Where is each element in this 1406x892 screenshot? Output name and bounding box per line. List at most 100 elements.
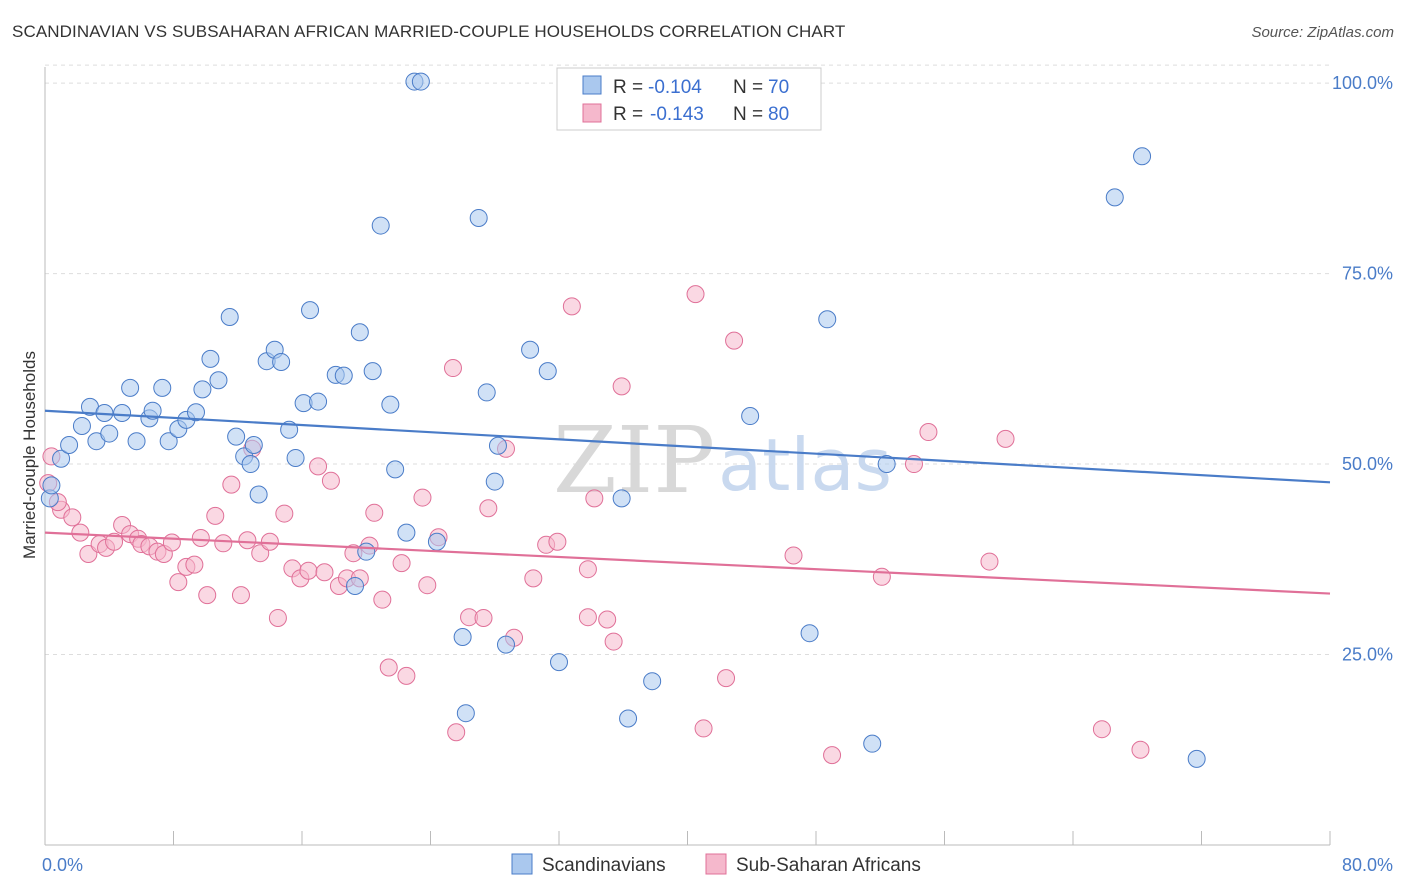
- scandinavians-point-62: [818, 310, 837, 329]
- sub-saharan-africans-point-19: [185, 555, 204, 574]
- scandinavians-point-40: [371, 216, 390, 235]
- legend-swatch-pink: [582, 103, 602, 123]
- scandinavians-point-21: [220, 308, 239, 326]
- sub-saharan-africans-point-74: [872, 567, 891, 586]
- sub-saharan-africans-point-58: [524, 569, 543, 588]
- legend-label-scandinavians: Scandinavians: [542, 855, 666, 876]
- scandinavians-point-30: [286, 448, 305, 467]
- sub-saharan-africans-point-72: [784, 546, 803, 565]
- scandinavians-point-49: [469, 208, 488, 227]
- scandinavians-point-8: [113, 404, 132, 422]
- sub-saharan-africans-point-16: [162, 533, 181, 552]
- scandinavians-point-69: [244, 436, 263, 454]
- sub-saharan-africans-point-3: [63, 508, 82, 527]
- scandinavians-point-32: [301, 301, 320, 320]
- x-tick-label-0: 0.0%: [42, 855, 83, 875]
- scandinavians-point-63: [863, 734, 882, 753]
- scandinavians-point-51: [485, 472, 504, 491]
- sub-saharan-africans-point-43: [365, 503, 384, 522]
- scandinavians-point-54: [521, 340, 540, 359]
- scandinavians-point-53: [496, 635, 515, 654]
- sub-saharan-africans-point-4: [71, 523, 90, 542]
- scandinavians-point-10: [127, 432, 146, 451]
- sub-saharan-africans-point-71: [725, 331, 744, 350]
- scandinavians-point-57: [612, 489, 631, 508]
- correlation-legend: R = -0.104 N = 70 R = -0.143 N = 80: [556, 67, 822, 131]
- sub-saharan-africans-point-79: [1092, 720, 1111, 739]
- x-tick-labels: 0.0% 80.0%: [42, 855, 1393, 875]
- scandinavians-point-13: [153, 378, 172, 397]
- scandinavians-point-67: [1187, 749, 1206, 768]
- sub-saharan-africans-point-44: [373, 590, 392, 609]
- scandinavians-point-9: [121, 378, 140, 397]
- legend-swatch-scandinavians: [511, 853, 533, 875]
- sub-saharan-africans-point-25: [231, 586, 250, 605]
- scandinavians-point-18: [193, 380, 212, 399]
- scandinavians-point-19: [201, 349, 220, 368]
- scandinavians-point-60: [741, 407, 760, 426]
- scandinavians-point-59: [643, 672, 662, 691]
- scandinavians-point-65: [1105, 188, 1124, 207]
- scandinavians-point-50: [477, 383, 496, 402]
- sub-saharan-africans-point-69: [694, 719, 713, 738]
- y-axis-label: Married-couple Households: [20, 351, 39, 559]
- chart-title: SCANDINAVIAN VS SUBSAHARAN AFRICAN MARRI…: [12, 22, 846, 41]
- scandinavians-point-42: [386, 460, 405, 479]
- scandinavians-point-48: [456, 704, 475, 723]
- sub-saharan-africans-point-34: [299, 561, 318, 580]
- scandinavians-point-35: [334, 366, 353, 385]
- sub-saharan-africans-point-80: [1131, 740, 1150, 759]
- scandinavians-point-58: [619, 709, 638, 728]
- trend-line-1: [44, 531, 1331, 595]
- legend-n-label-1: N =: [733, 77, 763, 98]
- sub-saharan-africans-point-68: [686, 285, 705, 304]
- sub-saharan-africans-point-23: [214, 534, 233, 553]
- scandinavians-point-28: [272, 352, 291, 371]
- sub-saharan-africans-point-8: [105, 532, 124, 551]
- scandinavians-point-64: [877, 455, 896, 474]
- sub-saharan-africans-point-20: [191, 528, 210, 547]
- legend-swatch-blue: [582, 75, 602, 95]
- x-tick-label-1: 80.0%: [1342, 855, 1393, 875]
- sub-saharan-africans-point-67: [612, 377, 631, 396]
- scandinavians-point-36: [346, 576, 365, 595]
- sub-saharan-africans-point-52: [447, 723, 466, 742]
- sub-saharan-africans-point-36: [315, 563, 334, 582]
- legend-n-value-2: 80: [768, 104, 789, 125]
- scandinavians-point-55: [538, 362, 557, 381]
- sub-saharan-africans-point-65: [598, 610, 617, 629]
- sub-saharan-africans-point-62: [578, 608, 597, 627]
- trend-line-0: [44, 409, 1331, 484]
- scandinavians-point-45: [411, 72, 430, 91]
- sub-saharan-africans-point-29: [260, 532, 279, 551]
- sub-saharan-africans-point-37: [321, 471, 340, 490]
- legend-swatch-sub-saharan-africans: [705, 853, 727, 875]
- scandinavians-point-46: [427, 532, 446, 551]
- scandinavians-point-52: [488, 436, 507, 455]
- source-label: Source: ZipAtlas.com: [1251, 24, 1394, 41]
- sub-saharan-africans-point-77: [980, 552, 999, 571]
- scandinavians-point-25: [249, 485, 268, 504]
- sub-saharan-africans-point-26: [238, 531, 257, 550]
- y-tick-labels: 25.0% 50.0% 75.0% 100.0%: [1332, 73, 1393, 664]
- legend-n-value-1: 70: [768, 77, 789, 98]
- sub-saharan-africans-point-48: [413, 488, 432, 507]
- scandinavians-point-68: [42, 476, 61, 495]
- legend-label-sub-saharan-africans: Sub-Saharan Africans: [736, 855, 921, 876]
- sub-saharan-africans-point-46: [392, 554, 411, 573]
- sub-saharan-africans-point-51: [443, 359, 462, 378]
- scandinavians-point-43: [397, 523, 416, 542]
- sub-saharan-africans-point-21: [198, 586, 217, 605]
- scandinavians-point-38: [357, 542, 376, 561]
- scandinavians-point-12: [143, 401, 162, 420]
- sub-saharan-africans-point-49: [418, 576, 437, 595]
- sub-saharan-africans-point-73: [823, 746, 842, 765]
- sub-saharan-africans-point-55: [479, 499, 498, 518]
- y-tick-label-1: 50.0%: [1342, 454, 1393, 474]
- sub-saharan-africans-point-64: [585, 489, 604, 508]
- watermark-atlas: atlas: [718, 423, 892, 507]
- scandinavians-point-17: [186, 403, 205, 422]
- sub-saharan-africans-point-22: [206, 506, 225, 525]
- watermark: ZIP atlas: [553, 407, 892, 514]
